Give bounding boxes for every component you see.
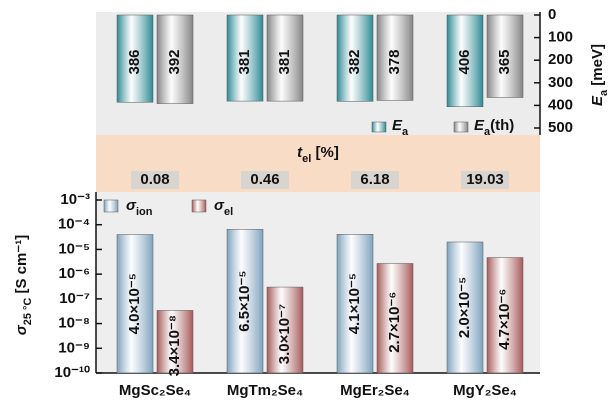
x-tick-label: MgY₂Se₄	[453, 382, 517, 399]
y-axis-label: σ25 °C [S cm⁻¹]	[13, 235, 34, 336]
value-label: 365	[496, 49, 513, 74]
y-tick-label: 10⁻³	[60, 191, 90, 208]
y-tick-label: 10⁻⁷	[59, 290, 90, 307]
value-box	[131, 171, 179, 189]
band-value: 0.46	[250, 171, 279, 188]
x-tick-label: MgSc₂Se₄	[119, 382, 191, 399]
legend-swatch	[453, 121, 469, 133]
bar	[116, 234, 154, 374]
bar	[486, 14, 524, 98]
bar	[226, 14, 264, 102]
value-label: 4.7×10⁻⁶	[496, 289, 513, 350]
legend-label-main: σ	[214, 197, 225, 214]
y-tick-label: 10⁻⁵	[58, 240, 90, 257]
legend-label-sub: el	[224, 206, 233, 218]
value-label: 382	[346, 49, 363, 74]
band-title: tel [%]	[297, 144, 339, 165]
legend-swatch	[191, 199, 207, 213]
value-label: 4.1×10⁻⁵	[346, 273, 363, 334]
legend-swatch	[103, 199, 119, 213]
bar	[486, 257, 524, 374]
bar	[376, 14, 414, 101]
value-label: 3.4×10⁻⁸	[166, 315, 183, 376]
band-value: 19.03	[466, 171, 504, 188]
y-tick-label: 10⁻¹⁰	[54, 364, 90, 381]
value-label: 3.0×10⁻⁷	[276, 304, 293, 364]
value-label: 6.5×10⁻⁵	[236, 271, 253, 332]
bar	[116, 14, 154, 103]
bar	[156, 310, 194, 374]
y-tick-label: 200	[548, 51, 573, 68]
band-value: 0.08	[140, 171, 169, 188]
y-tick-label: 10⁻⁴	[58, 216, 90, 233]
y-tick-label: 10⁻⁸	[58, 315, 90, 332]
y-axis-label-sub: 25 °C	[22, 298, 34, 326]
x-tick-label: MgEr₂Se₄	[340, 382, 410, 399]
value-label: 392	[166, 49, 183, 74]
value-label: 381	[276, 49, 293, 74]
bar	[376, 263, 414, 374]
band-title-rest: [%]	[311, 144, 339, 161]
band-value: 6.18	[360, 171, 389, 188]
value-label: 381	[236, 49, 253, 74]
bar	[336, 234, 374, 374]
y-tick-label: 10⁻⁹	[58, 339, 90, 356]
value-label: 378	[386, 49, 403, 74]
bar	[446, 241, 484, 374]
bar	[226, 229, 264, 374]
y-axis-label-rest: [S cm⁻¹]	[13, 235, 30, 298]
y-tick-label: 300	[548, 74, 573, 91]
value-box	[351, 171, 399, 189]
bar	[266, 286, 304, 374]
legend-label-sub: a	[484, 126, 491, 138]
legend-label: σion	[126, 197, 153, 218]
bar	[336, 14, 374, 102]
y-tick-label: 500	[548, 119, 573, 136]
y-tick-label: 10⁻⁶	[58, 265, 90, 282]
y-tick-label: 100	[548, 29, 573, 46]
value-box	[461, 171, 509, 189]
value-label: 386	[126, 49, 143, 74]
bar	[446, 14, 484, 108]
legend-label-main: E	[392, 117, 403, 134]
legend-swatch	[371, 121, 387, 133]
value-label: 406	[456, 49, 473, 74]
legend-label: Ea(th)	[474, 117, 514, 138]
legend-label-sub: ion	[136, 206, 153, 218]
value-box	[241, 171, 289, 189]
legend-label-rest: (th)	[490, 117, 514, 134]
y-axis-label: Ea [meV]	[589, 44, 610, 106]
legend-label-main: σ	[126, 197, 137, 214]
legend-label: Ea	[392, 117, 409, 138]
legend-label: σel	[214, 197, 233, 218]
y-axis-label-main: E	[589, 95, 606, 106]
y-axis-label-main: σ	[13, 324, 30, 335]
value-label: 2.7×10⁻⁶	[386, 292, 403, 353]
y-axis-label-rest: [meV]	[589, 44, 606, 90]
x-tick-label: MgTm₂Se₄	[227, 382, 303, 399]
value-label: 2.0×10⁻⁵	[456, 277, 473, 338]
legend-label-main: E	[474, 117, 485, 134]
y-tick-label: 0	[548, 6, 556, 23]
y-axis-label-sub: a	[598, 89, 610, 96]
value-label: 4.0×10⁻⁵	[126, 273, 143, 334]
y-tick-label: 400	[548, 96, 573, 113]
band-title-main: t	[297, 144, 303, 161]
legend-label-sub: a	[402, 126, 409, 138]
band-title-sub: el	[302, 153, 311, 165]
bar	[156, 14, 194, 104]
bar	[266, 14, 304, 102]
